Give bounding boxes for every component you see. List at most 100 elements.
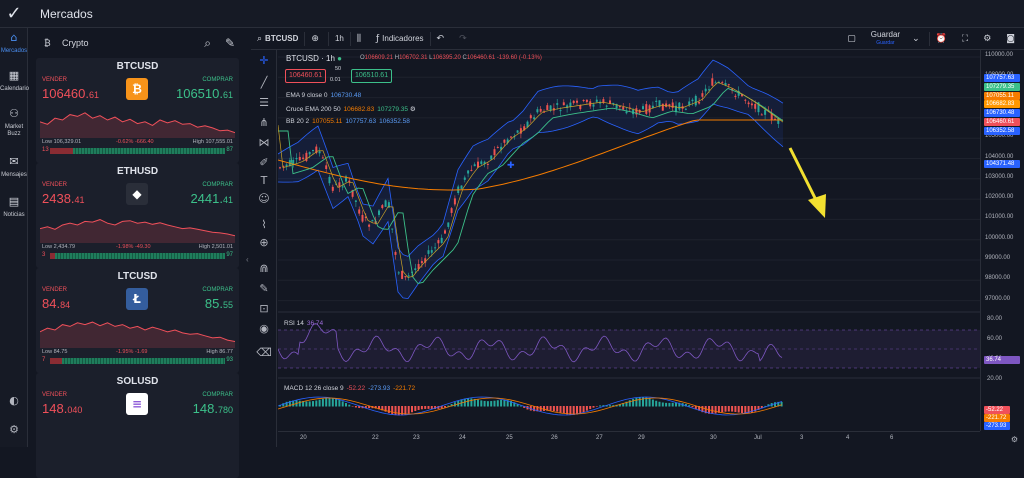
macd-histogram-bar <box>417 406 420 410</box>
macd-histogram-bar <box>368 406 371 409</box>
candle-body <box>424 258 427 263</box>
nav-mensajes[interactable]: ✉ Mensajes <box>1 155 27 178</box>
price-tick-label: 102000.00 <box>985 194 1014 201</box>
gear-icon[interactable]: ⚙ <box>1010 435 1018 444</box>
candle-body <box>437 240 440 244</box>
compare-button[interactable]: ⊕ <box>305 28 328 50</box>
pattern-icon[interactable]: ⋈ <box>258 136 270 149</box>
candle-body <box>358 209 361 214</box>
buy-price[interactable]: 106510.61 <box>175 86 233 101</box>
buy-price[interactable]: 2441.41 <box>190 191 233 206</box>
ruler-icon[interactable]: ⌇ <box>261 218 267 231</box>
spread-value: 0.01 <box>330 77 341 83</box>
settings-button[interactable]: ⚙ <box>977 28 1000 50</box>
nav-calendario[interactable]: ▦ Calendario <box>0 69 30 92</box>
sell-price[interactable]: 106460.61 <box>42 86 100 101</box>
chart-svg[interactable]: ✚ <box>277 50 980 431</box>
lock-drawings-icon[interactable]: ✎ <box>259 282 269 295</box>
layout-button[interactable]: ▢ <box>841 28 865 50</box>
ema-cross-legend[interactable]: Cruce EMA 200 50 106682.83 107279.35 ⚙ <box>286 106 416 113</box>
interval-button[interactable]: 1h <box>334 34 344 43</box>
rsi-tick-label: 80.00 <box>987 316 1003 322</box>
lock-icon[interactable]: ⊡ <box>259 302 269 315</box>
theme-toggle-icon[interactable]: ◐ <box>9 394 19 407</box>
nav-noticias[interactable]: ▤ Noticias <box>0 196 28 219</box>
macd-histogram-bar <box>397 406 400 416</box>
candle-body <box>503 139 506 143</box>
save-button[interactable]: Guardar Guardar <box>870 29 901 46</box>
alert-button[interactable]: ⏰ <box>930 28 956 50</box>
macd-histogram-bar <box>430 406 433 409</box>
redo-button[interactable]: ↷ <box>453 28 476 50</box>
trendline-icon[interactable]: ╱ <box>260 76 268 89</box>
annotation-arrow-head <box>808 194 826 218</box>
watchlist-card-btcusd[interactable]: BTCUSD VENDER COMPRAR 106460.61 106510.6… <box>36 58 239 163</box>
screenshot-button[interactable]: ◙ <box>1000 28 1024 50</box>
watchlist-card-ltcusd[interactable]: LTCUSD VENDER COMPRAR 84.84 85.55 Ł Low … <box>36 268 239 373</box>
magnet-icon[interactable]: ⋒ <box>259 262 269 275</box>
macd-histogram-bar <box>741 406 743 414</box>
price-axis[interactable]: 110000.00108000.00107000.00106000.001050… <box>980 50 1024 431</box>
macd-legend[interactable]: MACD 12 26 close 9 -52.22 -273.93 -221.72 <box>284 385 416 392</box>
text-icon[interactable]: T <box>260 174 268 187</box>
candle-body <box>325 165 328 169</box>
macd-histogram-bar <box>684 403 687 407</box>
sell-button[interactable]: 106460.61 <box>285 69 327 83</box>
settings-icon[interactable]: ⚙ <box>409 106 416 113</box>
time-axis[interactable]: ⚙ 20 22 23 24 25 26 27 29 30 Jul 3 4 6 <box>278 431 1018 447</box>
sell-price[interactable]: 2438.41 <box>42 191 85 206</box>
crosshair-icon[interactable]: ✛ <box>259 54 269 67</box>
rsi-line <box>277 323 783 363</box>
watchlist-card-ethusd[interactable]: ETHUSD VENDER COMPRAR 2438.41 2441.41 ◆ … <box>36 163 239 268</box>
candle-body <box>493 149 496 156</box>
indicators-button[interactable]: ƒ Indicadores <box>375 33 424 44</box>
trash-icon[interactable]: ⌫ <box>256 346 272 359</box>
macd-histogram-bar <box>427 406 430 409</box>
chart-type-button[interactable]: ⫼ <box>351 28 370 50</box>
emoji-icon[interactable]: ☺ <box>258 192 270 205</box>
macd-histogram-bar <box>717 406 720 413</box>
watchlist-card-solusd[interactable]: SOLUSD VENDER COMPRAR 148.040 148.780 ≡ <box>36 373 239 478</box>
hlines-icon[interactable]: ☰ <box>259 96 269 109</box>
sell-volume-pct: 7 <box>42 357 46 363</box>
candle-body <box>312 150 314 152</box>
chart-canvas[interactable]: ✚ <box>277 50 980 431</box>
calendar-icon: ▦ <box>8 69 20 82</box>
price-tag: 107055.11 <box>984 92 1020 100</box>
category-label[interactable]: Crypto <box>62 38 89 48</box>
candle-body <box>661 103 664 111</box>
candle-body <box>533 117 536 120</box>
pitchfork-icon[interactable]: ⋔ <box>259 116 269 129</box>
symbol-search[interactable]: ⌕ BTCUSD <box>257 33 299 44</box>
fullscreen-button[interactable]: ⛶ <box>956 28 977 50</box>
save-dropdown[interactable]: ⌄ <box>906 28 929 50</box>
sell-price[interactable]: 84.84 <box>42 296 71 311</box>
candle-body <box>295 157 298 160</box>
buy-button[interactable]: 106510.61 <box>351 69 393 83</box>
rsi-legend[interactable]: RSI 14 36.74 <box>284 320 324 327</box>
buy-price[interactable]: 148.780 <box>192 401 233 416</box>
buy-price[interactable]: 85.55 <box>204 296 233 311</box>
sell-label: VENDER <box>42 392 68 398</box>
macd-histogram-bar <box>493 400 496 407</box>
time-tick-label: 26 <box>551 435 558 441</box>
ema-legend[interactable]: EMA 9 close 0 106730.48 <box>286 92 362 99</box>
undo-button[interactable]: ↶ <box>431 28 454 50</box>
price-tick-label: 98000.00 <box>985 275 1011 282</box>
brush-icon[interactable]: ✐ <box>259 156 269 169</box>
settings-icon[interactable]: ⚙ <box>9 423 19 436</box>
candle-body <box>727 84 730 86</box>
candle-body <box>500 146 503 150</box>
qty-value[interactable]: 50 <box>334 66 342 72</box>
logo-icon[interactable]: ✓ <box>6 3 22 24</box>
sell-price[interactable]: 148.040 <box>42 401 83 416</box>
edit-icon[interactable]: ✎ <box>224 35 235 50</box>
collapse-panel-icon[interactable]: ‹ <box>246 255 249 264</box>
nav-mercados[interactable]: ⌂ Mercados <box>0 31 28 54</box>
nav-market-buzz[interactable]: ⚇ Market Buzz <box>0 108 28 138</box>
eye-icon[interactable]: ◉ <box>259 322 269 335</box>
search-icon[interactable]: ⌕ <box>204 35 211 50</box>
zoom-icon[interactable]: ⊕ <box>259 236 269 249</box>
sparkline-area <box>40 112 235 138</box>
bb-legend[interactable]: BB 20 2 107055.11 107757.63 106352.58 <box>286 118 410 125</box>
